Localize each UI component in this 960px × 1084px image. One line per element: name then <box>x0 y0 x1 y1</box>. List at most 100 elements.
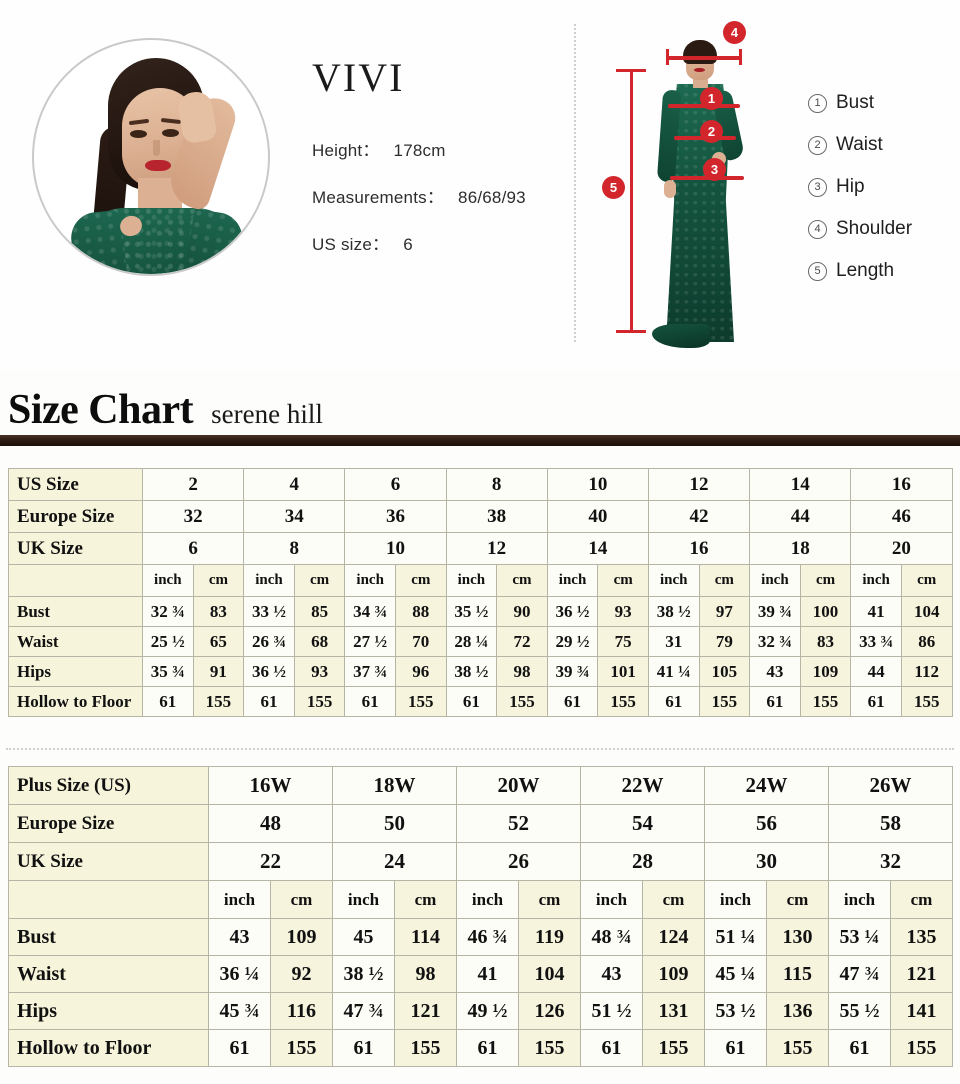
measurement-cell: 61 <box>456 1029 519 1067</box>
measurement-cell: 36 ½ <box>546 596 599 627</box>
unit-header-cell: cm <box>293 564 346 597</box>
measurement-cell: 61 <box>580 1029 643 1067</box>
measurement-cell: 109 <box>642 955 705 993</box>
measurement-cell: 70 <box>394 626 447 657</box>
measurement-cell: 136 <box>766 992 829 1030</box>
measurement-cell: 61 <box>850 686 902 717</box>
legend-label-length: Length <box>836 260 895 281</box>
size-value-cell: 48 <box>208 804 333 843</box>
row-header-label: Hips <box>8 656 143 687</box>
measurement-cell: 29 ½ <box>546 626 599 657</box>
measurement-cell: 36 ½ <box>243 656 295 687</box>
legend-number-icon-2: 2 <box>808 135 827 155</box>
measurement-cell: 121 <box>890 955 953 993</box>
unit-header-cell: inch <box>142 564 194 597</box>
measurement-cell: 37 ¾ <box>344 656 396 687</box>
row-header-label: US Size <box>8 468 143 501</box>
measurement-cell: 65 <box>192 626 245 657</box>
unit-header-cell: cm <box>496 564 548 597</box>
heading-divider-bar <box>0 435 960 446</box>
measurement-cell: 51 ¼ <box>704 918 767 956</box>
legend-item-bust: 1 Bust <box>808 82 958 124</box>
measurement-cell: 38 ½ <box>332 955 395 993</box>
measurement-cell: 116 <box>270 992 333 1030</box>
measurement-cell: 32 ¾ <box>142 596 194 627</box>
diagram-gown-train <box>652 324 710 348</box>
measurement-cell: 85 <box>293 596 346 627</box>
unit-header-cell: cm <box>766 880 829 919</box>
measurement-cell: 45 ¾ <box>208 992 271 1030</box>
size-value-cell: 16W <box>208 766 333 805</box>
row-header-label: Hollow to Floor <box>8 1029 209 1067</box>
measurement-cell: 155 <box>293 686 346 717</box>
unit-header-cell: inch <box>749 564 801 597</box>
model-measurements-line: Measurements： 86/68/93 <box>312 183 562 208</box>
diagram-hand-left <box>664 180 676 198</box>
unit-header-cell: cm <box>900 564 953 597</box>
size-value-cell: 14 <box>749 468 852 501</box>
size-value-cell: 26W <box>828 766 953 805</box>
measurement-cell: 49 ½ <box>456 992 519 1030</box>
plus-size-table: Plus Size (US) 16W 18W 20W 22W 24W 26W Europe S… <box>8 766 953 1067</box>
diagram-hair <box>683 40 717 64</box>
size-value-cell: 22 <box>208 842 333 881</box>
legend-item-hip: 3 Hip <box>808 166 958 208</box>
standard-size-table: US Size 2 4 6 8 10 12 14 16 Europe Size 32 34 36 38 40… <box>8 468 953 717</box>
size-value-cell: 46 <box>850 500 953 533</box>
size-value-cell: 28 <box>580 842 705 881</box>
row-header-label: Hollow to Floor <box>8 686 143 717</box>
unit-header-cell: inch <box>704 880 767 919</box>
unit-header-cell: cm <box>394 564 447 597</box>
measurement-cell: 155 <box>900 686 953 717</box>
legend-label-hip: Hip <box>836 176 865 197</box>
model-eye-right <box>162 129 179 137</box>
size-value-cell: 50 <box>332 804 457 843</box>
length-measure-cap-bottom <box>616 330 646 333</box>
measurement-cell: 48 ¾ <box>580 918 643 956</box>
unit-header-cell: inch <box>344 564 396 597</box>
model-header-section: VIVI Height： 178cm Measurements： 86/68/93 … <box>0 0 960 372</box>
measurement-cell: 72 <box>496 626 548 657</box>
measurement-cell: 155 <box>496 686 548 717</box>
measurement-cell: 104 <box>518 955 581 993</box>
measurement-cell: 155 <box>698 686 751 717</box>
unit-header-cell: cm <box>270 880 333 919</box>
brand-name: serene hill <box>211 399 323 429</box>
legend-item-waist: 2 Waist <box>808 124 958 166</box>
size-value-cell: 8 <box>445 468 548 501</box>
model-ussize-line: US size： 6 <box>312 230 562 255</box>
size-value-cell: 24 <box>332 842 457 881</box>
measurement-cell: 32 ¾ <box>749 626 801 657</box>
measurement-cell: 126 <box>518 992 581 1030</box>
table-row: Hips 45 ¾ 116 47 ¾ 121 49 ½ 126 51 ½ 131 53 ½ 136 5… <box>8 992 953 1030</box>
table-row: US Size 2 4 6 8 10 12 14 16 <box>8 468 953 501</box>
size-value-cell: 18 <box>749 532 852 565</box>
unit-header-cell: inch <box>208 880 271 919</box>
size-value-cell: 42 <box>647 500 751 533</box>
unit-header-cell: cm <box>597 564 649 597</box>
measurement-cell: 68 <box>293 626 346 657</box>
unit-header-cell: inch <box>647 564 700 597</box>
marker-length: 5 <box>602 176 625 199</box>
table-row: Waist 36 ¼ 92 38 ½ 98 41 104 43 109 45 ¼ 115 47 ¾ 12… <box>8 955 953 993</box>
measurement-cell: 83 <box>799 626 852 657</box>
model-height-value: 178cm <box>393 141 446 160</box>
table-row: Europe Size 32 34 36 38 40 42 44 46 <box>8 500 953 533</box>
measurement-cell: 109 <box>270 918 333 956</box>
table-row: UK Size 6 8 10 12 14 16 18 20 <box>8 532 953 565</box>
unit-header-cell: inch <box>828 880 891 919</box>
table-row: Hollow to Floor 61 155 61 155 61 155 61 155 61 155… <box>8 1029 953 1067</box>
size-value-cell: 6 <box>141 532 245 565</box>
unit-header-cell: cm <box>890 880 953 919</box>
size-value-cell: 20 <box>850 532 953 565</box>
size-value-cell: 2 <box>141 468 245 501</box>
size-value-cell: 52 <box>456 804 581 843</box>
measurement-cell: 46 ¾ <box>456 918 519 956</box>
model-ussize-value: 6 <box>403 235 413 254</box>
size-value-cell: 18W <box>332 766 457 805</box>
measurements-colon: ： <box>426 188 445 207</box>
unit-header-cell: cm <box>518 880 581 919</box>
measurement-cell: 31 <box>647 626 700 657</box>
size-value-cell: 6 <box>344 468 447 501</box>
